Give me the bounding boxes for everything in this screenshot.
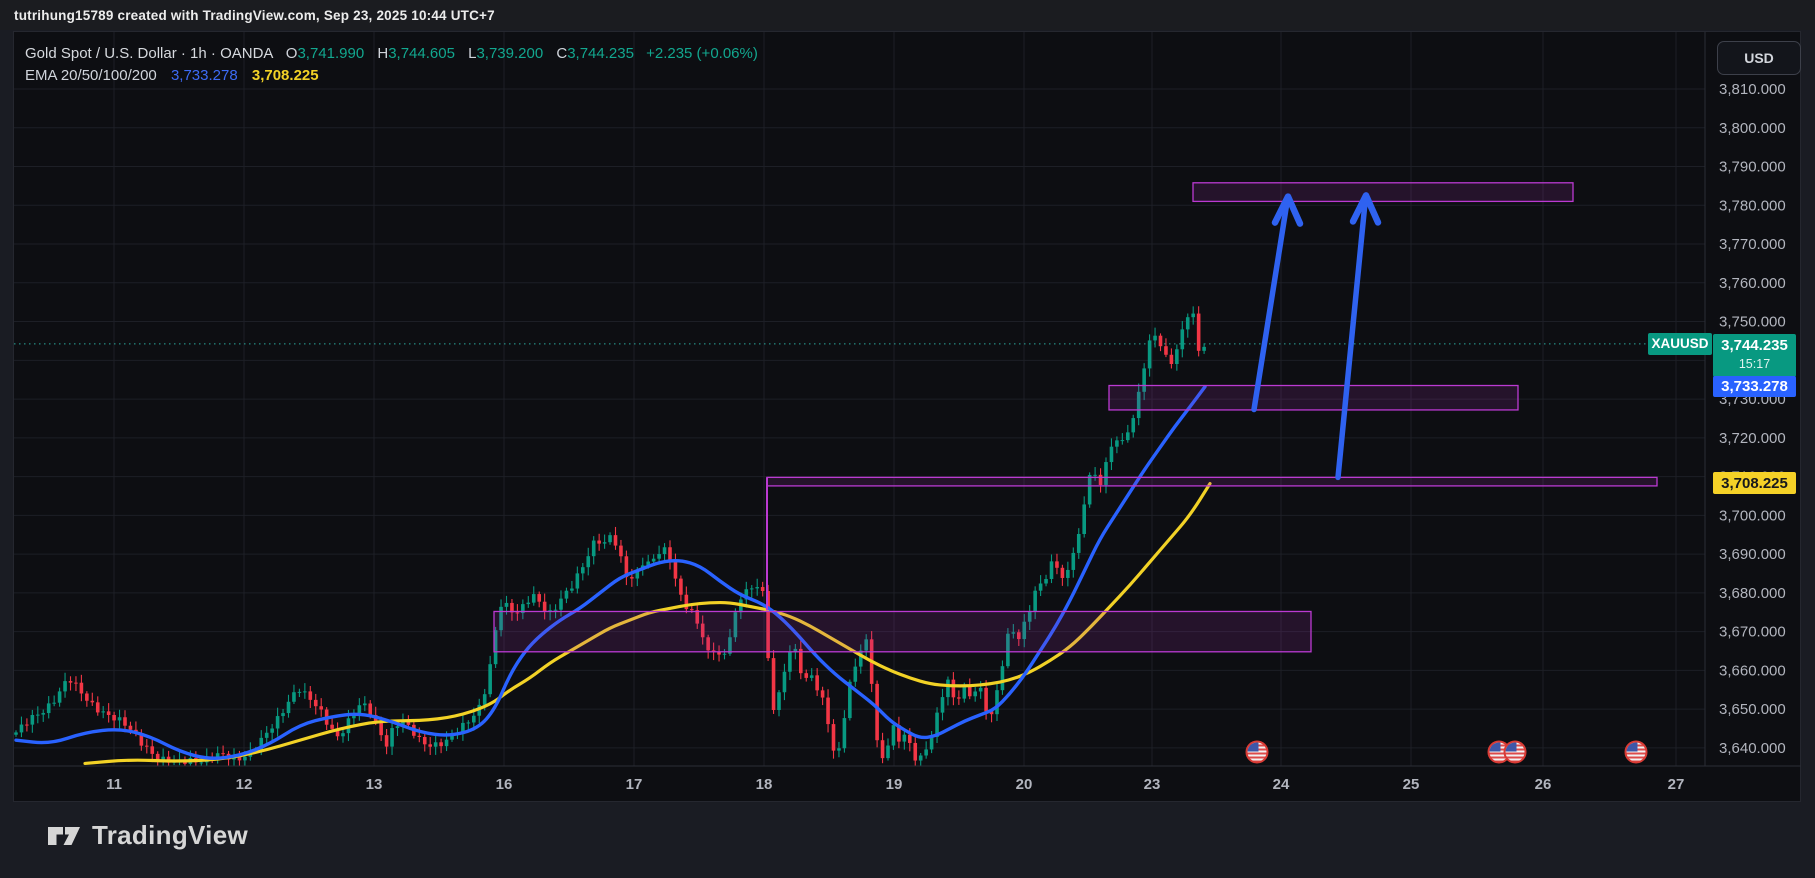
us-economic-event-icon[interactable] xyxy=(1503,740,1527,764)
svg-text:12: 12 xyxy=(236,776,253,793)
ema-slow-price-tag: 3,708.225 xyxy=(1713,472,1796,495)
svg-text:27: 27 xyxy=(1668,776,1685,793)
svg-text:20: 20 xyxy=(1016,776,1033,793)
ema-fast-price-tag: 3,733.278 xyxy=(1713,375,1796,397)
svg-text:3,780.000: 3,780.000 xyxy=(1719,197,1786,214)
svg-text:24: 24 xyxy=(1273,776,1290,793)
footer-brand[interactable]: TradingView xyxy=(46,820,248,851)
price-scale[interactable] xyxy=(1705,32,1801,766)
svg-text:3,670.000: 3,670.000 xyxy=(1719,624,1786,641)
us-economic-event-icon[interactable] xyxy=(1245,740,1269,764)
svg-text:3,720.000: 3,720.000 xyxy=(1719,430,1786,447)
tradingview-logo-icon xyxy=(48,826,80,845)
svg-text:3,760.000: 3,760.000 xyxy=(1719,275,1786,292)
svg-text:3,650.000: 3,650.000 xyxy=(1719,701,1786,718)
svg-text:3,690.000: 3,690.000 xyxy=(1719,546,1786,563)
svg-text:3,640.000: 3,640.000 xyxy=(1719,740,1786,757)
svg-text:3,660.000: 3,660.000 xyxy=(1719,662,1786,679)
currency-usd-button[interactable]: USD xyxy=(1717,41,1801,75)
svg-text:3,750.000: 3,750.000 xyxy=(1719,314,1786,331)
svg-text:3,790.000: 3,790.000 xyxy=(1719,159,1786,176)
svg-text:13: 13 xyxy=(366,776,383,793)
svg-text:3,700.000: 3,700.000 xyxy=(1719,507,1786,524)
svg-text:18: 18 xyxy=(756,776,773,793)
svg-text:3,680.000: 3,680.000 xyxy=(1719,585,1786,602)
us-economic-event-icon[interactable] xyxy=(1624,740,1648,764)
svg-text:25: 25 xyxy=(1403,776,1420,793)
svg-text:23: 23 xyxy=(1144,776,1161,793)
watermark-text: tutrihung15789 created with TradingView.… xyxy=(14,7,495,23)
header-bar: tutrihung15789 created with TradingView.… xyxy=(0,0,1815,30)
svg-text:3,800.000: 3,800.000 xyxy=(1719,120,1786,137)
candlestick-chart[interactable]: 3,810.000 3,800.000 3,790.000 3,780.000 3,77… xyxy=(14,32,1801,803)
svg-text:16: 16 xyxy=(496,776,513,793)
chart-container: 3,810.000 3,800.000 3,790.000 3,780.000 3,77… xyxy=(13,31,1801,802)
svg-text:11: 11 xyxy=(106,776,122,793)
last-price-tag: 3,744.235 15:17 xyxy=(1713,333,1796,377)
svg-text:3,770.000: 3,770.000 xyxy=(1719,236,1786,253)
svg-text:17: 17 xyxy=(626,776,643,793)
svg-text:3,810.000: 3,810.000 xyxy=(1719,81,1786,98)
svg-text:26: 26 xyxy=(1535,776,1552,793)
symbol-price-tag: XAUUSD xyxy=(1648,332,1712,355)
bar-countdown: 15:17 xyxy=(1738,357,1771,372)
time-scale[interactable] xyxy=(14,766,1801,803)
last-price-value: 3,744.235 xyxy=(1721,337,1788,355)
svg-text:19: 19 xyxy=(886,776,903,793)
brand-text: TradingView xyxy=(92,820,248,850)
